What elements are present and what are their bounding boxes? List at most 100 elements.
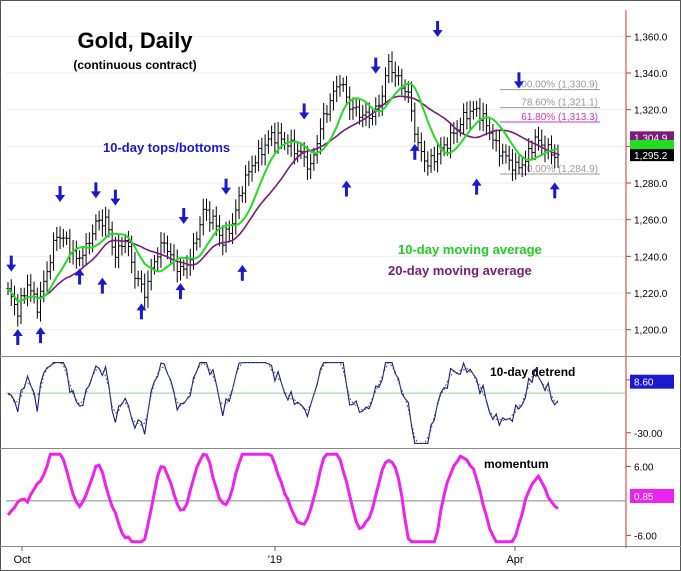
fib-level-label: 0.00% (1,284.9) — [527, 164, 598, 175]
top-arrow — [178, 208, 189, 224]
price-bar — [377, 94, 381, 117]
price-bar — [139, 270, 144, 293]
price-bar — [55, 226, 59, 251]
price-bar — [292, 129, 296, 165]
top-arrow — [110, 189, 121, 206]
detrend-last-value-tag: 8.60 — [630, 374, 674, 389]
top-arrow — [513, 72, 524, 89]
price-bar — [227, 220, 231, 242]
price-bar — [507, 145, 511, 171]
price-bar — [299, 143, 303, 160]
price-bar — [221, 225, 225, 256]
price-bar — [387, 54, 391, 84]
price-tick-label: 1,280.0 — [634, 179, 668, 190]
price-bar — [162, 232, 166, 254]
price-bar — [383, 67, 388, 105]
price-bar — [312, 147, 316, 171]
price-bar — [494, 129, 498, 152]
price-bar — [348, 86, 352, 120]
price-bar — [84, 233, 88, 266]
fib-level-label: 78.60% (1,321.1) — [521, 98, 598, 109]
price-bar — [396, 65, 401, 86]
price-tag-box — [630, 139, 674, 152]
price-tick-label: 1,260.0 — [634, 216, 668, 227]
ma10-line — [7, 82, 559, 303]
price-bar — [211, 209, 215, 230]
momentum-tag-text: 0.85 — [634, 492, 654, 503]
x-tick-label: '19 — [268, 554, 282, 566]
price-bar — [32, 281, 36, 304]
bottom-arrow — [97, 277, 108, 294]
price-bar — [64, 231, 69, 245]
price-bar — [491, 124, 495, 150]
price-bar — [51, 232, 56, 271]
bottom-arrow — [549, 182, 560, 199]
bottom-arrow — [409, 143, 420, 160]
price-bar — [104, 206, 108, 237]
price-bar — [309, 153, 313, 180]
price-bar — [100, 209, 104, 237]
price-last-value-tags: 1,304.9 1,295.2 — [630, 131, 674, 162]
price-bar — [393, 61, 397, 87]
price-bar — [331, 81, 336, 111]
price-bar — [370, 109, 375, 126]
price-tag-text: 1,304.9 — [634, 133, 668, 144]
price-bar — [120, 236, 124, 256]
price-bar — [243, 165, 248, 204]
bottom-arrow — [12, 329, 23, 345]
momentum-label: momentum — [484, 457, 549, 471]
cycle-arrows — [6, 21, 560, 345]
detrend-smooth-line — [7, 361, 559, 444]
price-bar — [107, 209, 111, 238]
price-bar — [45, 261, 49, 292]
price-bar — [234, 199, 238, 235]
price-bar — [335, 75, 339, 103]
price-bar — [530, 140, 534, 161]
price-bar — [465, 101, 469, 130]
price-bar — [165, 235, 170, 260]
momentum-tick-label: 6.00 — [634, 462, 654, 473]
top-arrow — [370, 57, 381, 74]
price-bar — [471, 100, 475, 120]
fib-level-label: 100.00% (1,330.9) — [516, 80, 598, 91]
bottom-arrow — [341, 180, 352, 197]
top-arrow — [90, 182, 101, 199]
top-arrow — [6, 255, 17, 272]
price-bar — [204, 198, 209, 221]
price-bar — [426, 151, 430, 176]
top-arrow — [432, 21, 443, 37]
price-bar — [416, 126, 420, 151]
price-bar — [468, 100, 472, 130]
price-tick-label: 1,320.0 — [634, 106, 668, 117]
price-bar — [253, 155, 257, 174]
detrend-tag-box — [630, 374, 674, 389]
price-bar — [432, 146, 436, 171]
price-tag-text: 1,295.2 — [634, 151, 668, 162]
price-bar — [501, 143, 505, 165]
price-bar — [523, 150, 528, 176]
price-bar — [152, 254, 157, 275]
price-bar — [540, 129, 544, 157]
price-bar — [270, 125, 274, 147]
price-bar — [344, 75, 349, 106]
price-bar — [81, 247, 85, 267]
bottom-arrow — [175, 283, 186, 300]
price-bar — [484, 104, 489, 136]
price-bar — [133, 252, 137, 289]
price-bar — [35, 287, 39, 319]
bottom-arrow — [471, 178, 482, 195]
price-bar — [169, 243, 173, 264]
price-bar — [191, 233, 196, 270]
price-bar — [126, 230, 131, 257]
price-tick-label: 1,360.0 — [634, 32, 668, 43]
price-bar — [364, 101, 368, 127]
price-y-gridlines — [6, 35, 626, 331]
price-bar — [146, 270, 150, 309]
price-bar — [230, 213, 235, 245]
momentum-last-value-tag: 0.85 — [630, 488, 674, 503]
price-bar — [413, 102, 417, 143]
price-bar — [390, 51, 394, 83]
price-bar — [19, 287, 23, 325]
price-bar — [279, 123, 283, 150]
